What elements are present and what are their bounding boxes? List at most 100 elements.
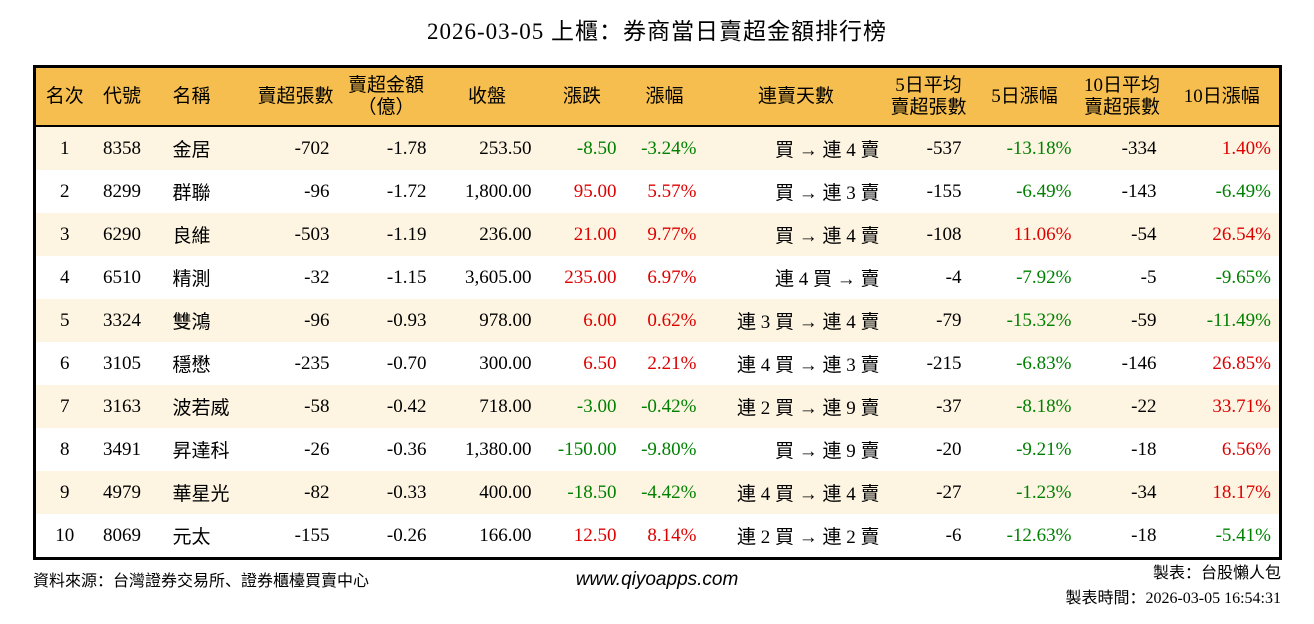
cell-pct5: -15.32% [1006, 309, 1072, 331]
cell-avg5: -4 [945, 266, 962, 288]
cell-sold_amount: -1.72 [386, 180, 427, 202]
cell-close: 166.00 [479, 524, 532, 546]
cell-name: 華星光 [172, 484, 230, 505]
cell-avg10: -143 [1121, 180, 1157, 202]
table-row: 8 3491 昇達科 -26 -0.36 1,380.00 -150.00 -9.80% 買 →… [34, 428, 1281, 471]
cell-change: 6.50 [583, 352, 617, 374]
cell-sold_shares: -82 [304, 481, 330, 503]
cell-streak: 買 → 連 3 賣 [774, 183, 880, 204]
cell-sold_amount: -1.78 [386, 137, 427, 159]
cell-streak: 買 → 連 9 賣 [774, 441, 880, 462]
cell-pct5: -12.63% [1006, 524, 1072, 546]
cell-sold_amount: -1.15 [386, 266, 427, 288]
cell-rank: 6 [60, 352, 70, 374]
cell-rank: 7 [60, 395, 70, 417]
cell-change_pct: 5.57% [647, 180, 697, 202]
cell-close: 1,800.00 [465, 180, 532, 202]
cell-change_pct: 6.97% [647, 266, 697, 288]
cell-sold_shares: -26 [304, 438, 330, 460]
cell-streak: 連 3 買 → 連 4 賣 [736, 312, 880, 333]
cell-sold_amount: -0.42 [386, 395, 427, 417]
cell-pct10: 1.40% [1221, 137, 1271, 159]
cell-change_pct: -4.42% [641, 481, 697, 503]
cell-streak: 連 2 買 → 連 2 賣 [736, 527, 880, 548]
cell-streak: 連 4 買 → 連 3 賣 [736, 355, 880, 376]
cell-change_pct: -9.80% [641, 438, 697, 460]
cell-sold_shares: -96 [304, 309, 330, 331]
report-credit: 製表：台股懶人包 製表時間：2026-03-05 16:54:31 [1065, 561, 1281, 611]
cell-avg10: -18 [1131, 524, 1157, 546]
cell-close: 718.00 [479, 395, 532, 417]
cell-pct10: 6.56% [1221, 438, 1271, 460]
cell-change: -18.50 [567, 481, 617, 503]
cell-name: 群聯 [172, 183, 211, 204]
maker-label: 製表：台股懶人包 [1152, 565, 1281, 582]
cell-avg5: -79 [936, 309, 962, 331]
column-header-rank: 名次 [34, 66, 94, 127]
cell-streak: 買 → 連 4 賣 [774, 226, 880, 247]
cell-code: 8358 [103, 137, 141, 159]
ranking-table: 名次 代號 名稱 賣超張數 賣超金額 （億） 收盤 漲跌 漲幅 連賣天數 5日平均 賣超張數 5日漲… [33, 65, 1282, 560]
cell-pct10: 26.85% [1212, 352, 1271, 374]
cell-pct5: -9.21% [1016, 438, 1072, 460]
column-header-sold_amount: 賣超金額 （億） [337, 66, 435, 127]
cell-pct5: -13.18% [1006, 137, 1072, 159]
cell-avg5: -37 [936, 395, 962, 417]
cell-close: 3,605.00 [465, 266, 532, 288]
cell-rank: 9 [60, 481, 70, 503]
header-row: 名次 代號 名稱 賣超張數 賣超金額 （億） 收盤 漲跌 漲幅 連賣天數 5日平均 賣超張數 5日漲… [34, 66, 1281, 127]
table-body: 1 8358 金居 -702 -1.78 253.50 -8.50 -3.24% 買 → 連 4… [34, 126, 1281, 559]
cell-pct10: 26.54% [1212, 223, 1271, 245]
made-time-label: 製表時間：2026-03-05 16:54:31 [1065, 590, 1281, 607]
table-header: 名次 代號 名稱 賣超張數 賣超金額 （億） 收盤 漲跌 漲幅 連賣天數 5日平均 賣超張數 5日漲… [34, 66, 1281, 127]
cell-change: -150.00 [557, 438, 617, 460]
website-url: www.qiyoapps.com [575, 569, 739, 590]
cell-avg5: -20 [936, 438, 962, 460]
cell-pct10: -5.41% [1215, 524, 1271, 546]
cell-sold_shares: -235 [294, 352, 330, 374]
page-title: 2026-03-05 上櫃：券商當日賣超金額排行榜 [426, 19, 888, 44]
cell-pct5: -1.23% [1016, 481, 1072, 503]
table-row: 2 8299 群聯 -96 -1.72 1,800.00 95.00 5.57% 買 → 連 3… [34, 170, 1281, 213]
cell-sold_shares: -96 [304, 180, 330, 202]
column-header-streak: 連賣天數 [704, 66, 888, 127]
cell-rank: 1 [60, 137, 70, 159]
cell-name: 雙鴻 [172, 312, 211, 333]
column-header-pct10: 10日漲幅 [1164, 66, 1281, 127]
cell-sold_shares: -155 [294, 524, 330, 546]
cell-code: 3324 [103, 309, 141, 331]
cell-streak: 買 → 連 4 賣 [774, 140, 880, 161]
cell-change: 12.50 [573, 524, 617, 546]
cell-close: 300.00 [479, 352, 532, 374]
cell-sold_amount: -1.19 [386, 223, 427, 245]
cell-close: 978.00 [479, 309, 532, 331]
table-row: 9 4979 華星光 -82 -0.33 400.00 -18.50 -4.42% 連 4 買 … [34, 471, 1281, 514]
cell-pct5: -8.18% [1016, 395, 1072, 417]
cell-change: 6.00 [583, 309, 617, 331]
cell-sold_shares: -58 [304, 395, 330, 417]
table-row: 7 3163 波若威 -58 -0.42 718.00 -3.00 -0.42% 連 2 買 →… [34, 385, 1281, 428]
cell-avg10: -146 [1121, 352, 1157, 374]
cell-change: 95.00 [573, 180, 617, 202]
cell-sold_amount: -0.26 [386, 524, 427, 546]
cell-avg10: -22 [1131, 395, 1157, 417]
column-header-avg10: 10日平均 賣超張數 [1079, 66, 1165, 127]
cell-code: 6510 [103, 266, 141, 288]
cell-change: 235.00 [564, 266, 617, 288]
cell-change_pct: 9.77% [647, 223, 697, 245]
column-header-sold_shares: 賣超張數 [253, 66, 338, 127]
cell-name: 金居 [172, 140, 211, 161]
cell-avg5: -537 [926, 137, 962, 159]
cell-name: 良維 [172, 226, 211, 247]
cell-sold_amount: -0.33 [386, 481, 427, 503]
cell-streak: 連 4 買 → 連 4 賣 [736, 484, 880, 505]
cell-name: 穩懋 [172, 355, 211, 376]
cell-change_pct: 8.14% [647, 524, 697, 546]
cell-avg10: -59 [1131, 309, 1157, 331]
cell-change: -3.00 [576, 395, 617, 417]
cell-change_pct: -3.24% [641, 137, 697, 159]
cell-streak: 連 4 買 → 賣 [774, 269, 880, 290]
cell-sold_shares: -503 [294, 223, 330, 245]
cell-rank: 3 [60, 223, 70, 245]
table-row: 1 8358 金居 -702 -1.78 253.50 -8.50 -3.24% 買 → 連 4… [34, 126, 1281, 170]
